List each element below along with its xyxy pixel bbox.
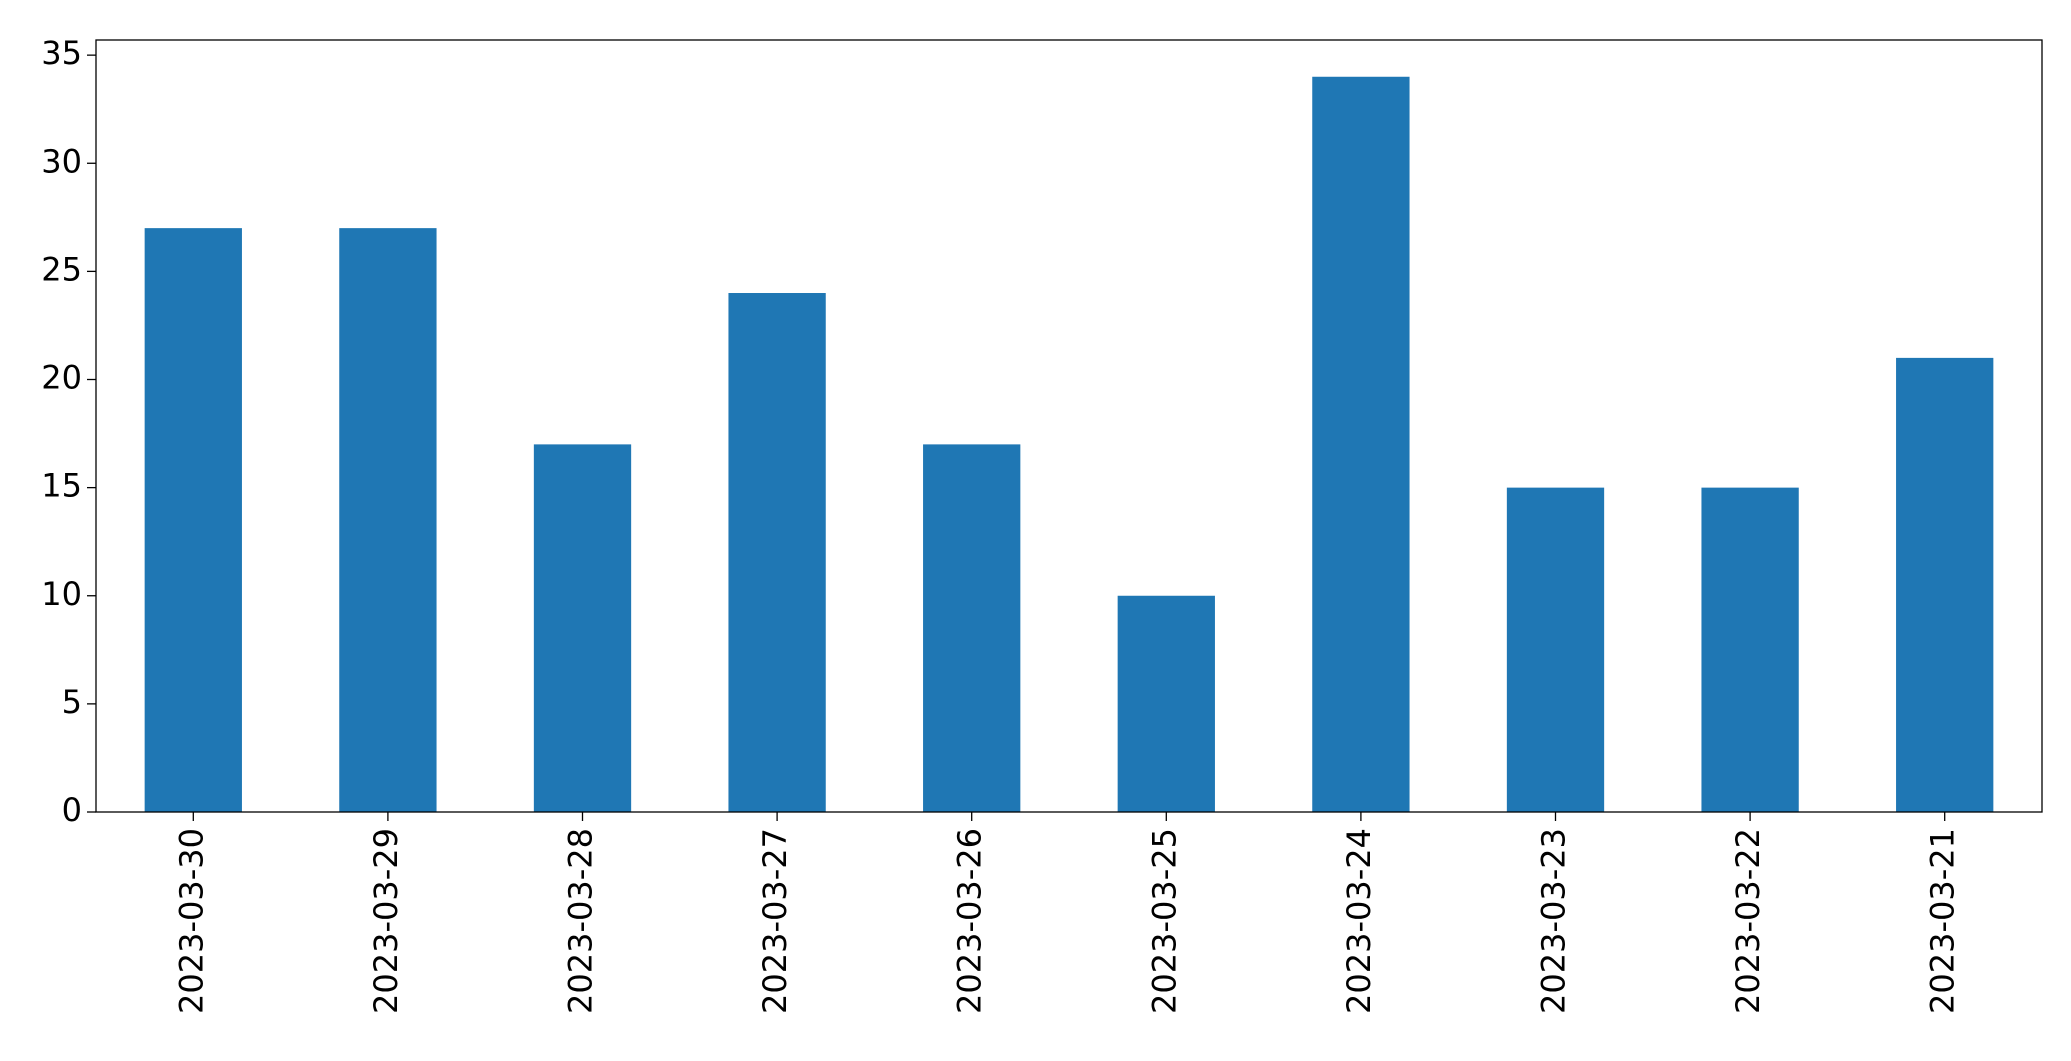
bar: [1701, 487, 1799, 812]
bar: [339, 228, 437, 812]
bar: [144, 228, 242, 812]
x-tick-label: 2023-03-30: [172, 828, 210, 1014]
y-tick-label: 35: [41, 34, 82, 72]
y-tick-label: 0: [62, 791, 82, 829]
bar: [1896, 357, 1994, 812]
x-tick-label: 2023-03-21: [1924, 828, 1962, 1014]
y-tick-label: 30: [41, 142, 82, 180]
bar: [923, 444, 1021, 812]
x-tick-label: 2023-03-25: [1145, 828, 1183, 1014]
bar: [1117, 595, 1215, 812]
bar: [533, 444, 632, 812]
x-tick-label: 2023-03-24: [1340, 828, 1378, 1014]
x-tick-label: 2023-03-27: [756, 828, 794, 1014]
y-tick-label: 10: [41, 575, 82, 613]
y-tick-label: 25: [41, 250, 82, 288]
bar: [728, 293, 826, 812]
bar: [1506, 487, 1605, 812]
x-tick-label: 2023-03-26: [951, 828, 989, 1014]
y-tick-label: 5: [62, 683, 82, 721]
bar: [1312, 76, 1410, 812]
x-tick-label: 2023-03-29: [367, 828, 405, 1014]
plot-frame: [95, 39, 2043, 813]
x-tick-label: 2023-03-22: [1729, 828, 1767, 1014]
y-tick-label: 20: [41, 359, 82, 397]
y-tick-label: 15: [41, 467, 82, 505]
x-tick-label: 2023-03-28: [562, 828, 600, 1014]
x-tick-label: 2023-03-23: [1535, 828, 1573, 1014]
